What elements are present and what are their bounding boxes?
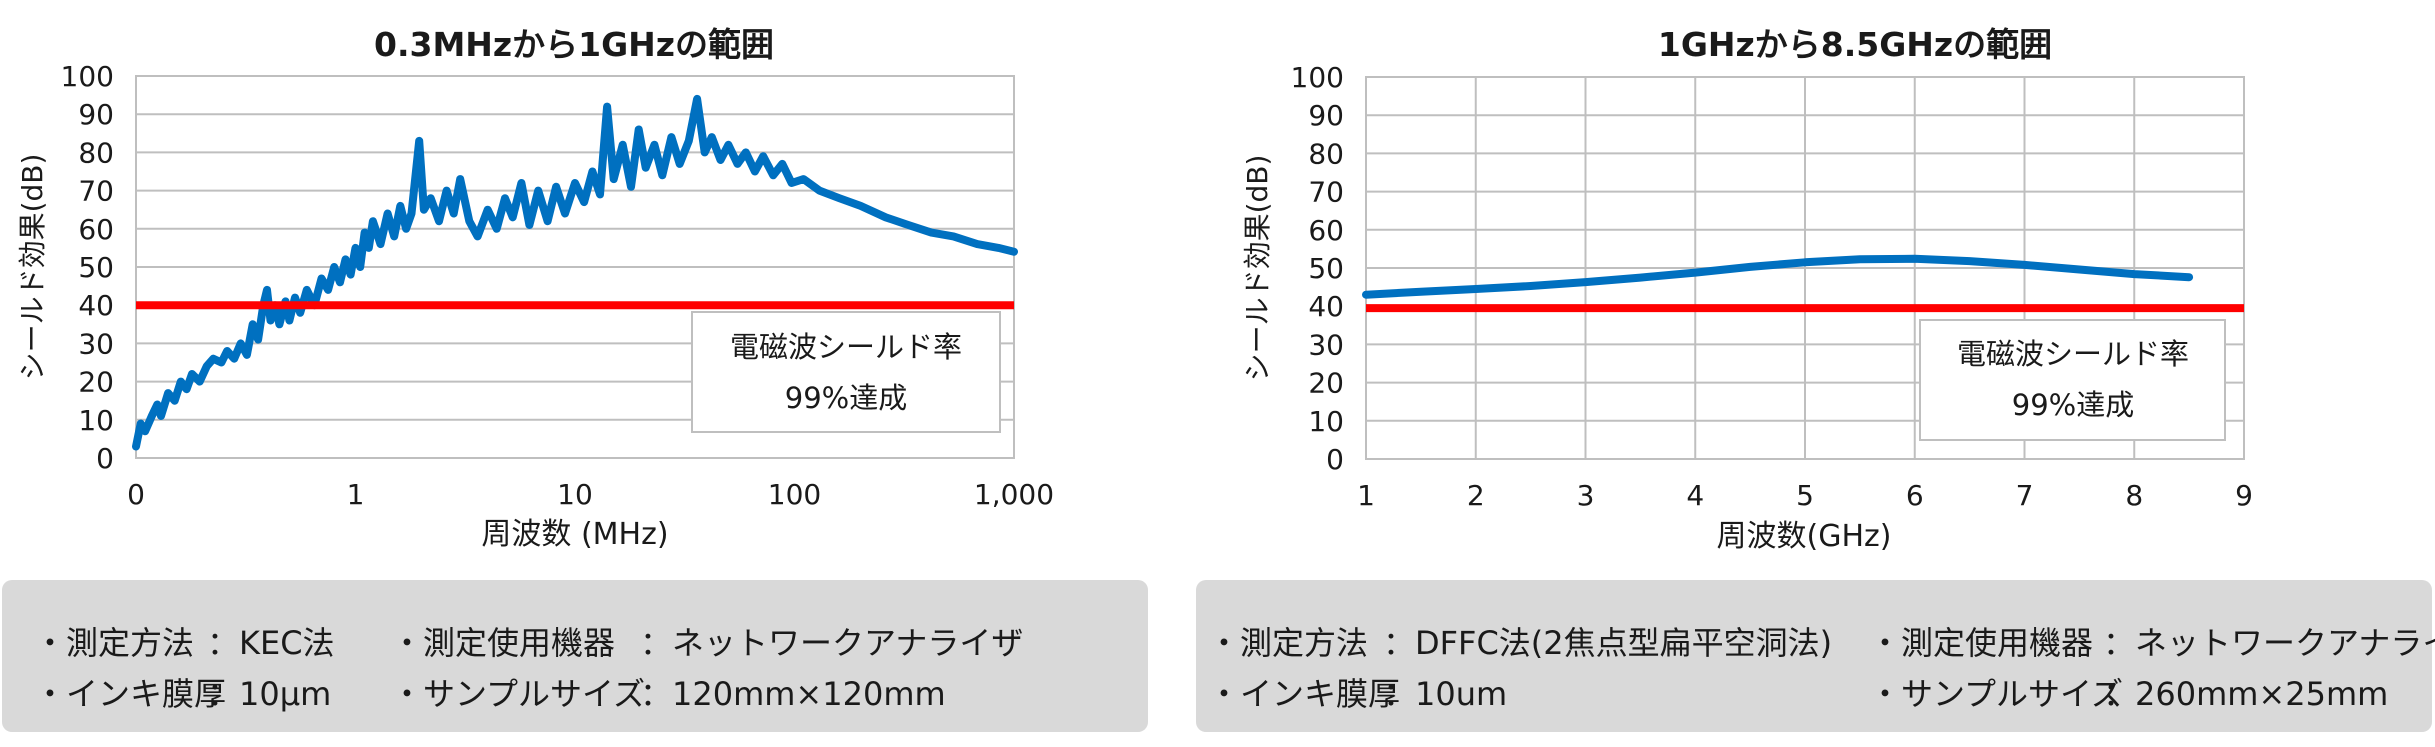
- y-axis-label: シールド効果(dB): [1241, 155, 1274, 382]
- annotation-line-2: 99%達成: [785, 381, 907, 415]
- y-tick-label: 30: [78, 327, 114, 360]
- device-label: ・測定使用機器: [391, 624, 616, 662]
- ink-thickness-label: ・インキ膜厚: [34, 675, 227, 713]
- y-tick-label: 0: [96, 442, 114, 475]
- chart-ghz-range: 1GHzから8.5GHzの範囲 0 10 20 30 40 50 60 70 80 90 100 1…: [1241, 25, 2253, 554]
- device-value: ：ネットワークアナライザ: [2103, 624, 2435, 662]
- y-tick-label: 20: [1308, 367, 1344, 400]
- x-axis-ticks: 0 1 10 100 1,000: [127, 478, 1054, 511]
- y-tick-label: 60: [78, 213, 114, 246]
- device-label: ・測定使用機器: [1869, 624, 2094, 662]
- y-tick-label: 90: [78, 98, 114, 131]
- x-tick-label: 1,000: [974, 478, 1054, 511]
- x-tick-label: 3: [1577, 479, 1595, 512]
- x-tick-label: 7: [2016, 479, 2034, 512]
- ink-thickness-value: ：10um: [1383, 675, 1508, 713]
- annotation-box: [1919, 319, 2226, 441]
- x-tick-label: 9: [2235, 479, 2253, 512]
- sample-size-value: ：260mm×25mm: [2103, 675, 2389, 713]
- y-axis-ticks: 0 10 20 30 40 50 60 70 80 90 100: [61, 60, 114, 475]
- x-tick-label: 4: [1686, 479, 1704, 512]
- y-tick-label: 50: [78, 251, 114, 284]
- plot-frame: [135, 75, 1015, 459]
- y-tick-label: 70: [1308, 176, 1344, 209]
- chart-title: 0.3MHzから1GHzの範囲: [374, 25, 774, 64]
- x-axis-label: 周波数 (MHz): [481, 517, 668, 552]
- y-tick-label: 10: [78, 404, 114, 437]
- x-tick-label: 0: [127, 478, 145, 511]
- y-tick-label: 90: [1308, 99, 1344, 132]
- device-value: ：ネットワークアナライザ: [640, 624, 1024, 662]
- y-tick-label: 80: [1308, 137, 1344, 170]
- y-tick-label: 50: [1308, 252, 1344, 285]
- measurement-info-panel-2: ・測定方法 ：DFFC法(2焦点型扁平空洞法) ・測定使用機器 ：ネットワークア…: [1196, 580, 2435, 732]
- y-tick-label: 60: [1308, 214, 1344, 247]
- series-line: [1362, 254, 2194, 299]
- x-tick-label: 100: [768, 478, 821, 511]
- x-tick-label: 1: [1357, 479, 1375, 512]
- y-tick-label: 100: [61, 60, 114, 93]
- annotation-line-1: 電磁波シールド率: [1957, 337, 2189, 371]
- series-line: [132, 94, 1018, 451]
- method-value: ：DFFC法(2焦点型扁平空洞法): [1383, 624, 1833, 662]
- annotation-box: [691, 311, 1001, 433]
- y-tick-label: 30: [1308, 328, 1344, 361]
- chart-title: 1GHzから8.5GHzの範囲: [1658, 25, 2052, 64]
- x-tick-label: 8: [2125, 479, 2143, 512]
- method-label: ・測定方法: [34, 624, 195, 662]
- y-axis-label: シールド効果(dB): [16, 154, 49, 381]
- annotation-line-2: 99%達成: [2012, 388, 2134, 422]
- method-value: ：KEC法: [207, 624, 335, 662]
- x-axis-label: 周波数(GHz): [1717, 519, 1892, 554]
- y-tick-label: 80: [78, 136, 114, 169]
- y-tick-label: 40: [1308, 290, 1344, 323]
- x-tick-label: 5: [1796, 479, 1814, 512]
- measurement-info-panel-1: ・測定方法 ：KEC法 ・測定使用機器 ：ネットワークアナライザ ・インキ膜厚 …: [2, 580, 1148, 732]
- y-tick-label: 0: [1326, 443, 1344, 476]
- sample-size-label: ・サンプルサイズ: [391, 675, 646, 713]
- y-tick-label: 70: [78, 175, 114, 208]
- ink-thickness-value: ：10µm: [207, 675, 332, 713]
- sample-size-value: ：120mm×120mm: [640, 675, 946, 713]
- y-axis-ticks: 0 10 20 30 40 50 60 70 80 90 100: [1291, 61, 1344, 476]
- sample-size-label: ・サンプルサイズ: [1869, 675, 2124, 713]
- x-tick-label: 6: [1906, 479, 1924, 512]
- method-label: ・測定方法: [1208, 624, 1369, 662]
- x-axis-ticks: 1 2 3 4 5 6 7 8 9: [1357, 479, 2253, 512]
- x-tick-label: 2: [1467, 479, 1485, 512]
- y-tick-label: 100: [1291, 61, 1344, 94]
- y-tick-label: 40: [78, 289, 114, 322]
- y-tick-label: 20: [78, 366, 114, 399]
- ink-thickness-label: ・インキ膜厚: [1208, 675, 1401, 713]
- y-tick-label: 10: [1308, 405, 1344, 438]
- x-tick-label: 10: [557, 478, 593, 511]
- x-tick-label: 1: [347, 478, 365, 511]
- annotation-line-1: 電磁波シールド率: [730, 330, 962, 364]
- plot-frame: [1365, 76, 2245, 460]
